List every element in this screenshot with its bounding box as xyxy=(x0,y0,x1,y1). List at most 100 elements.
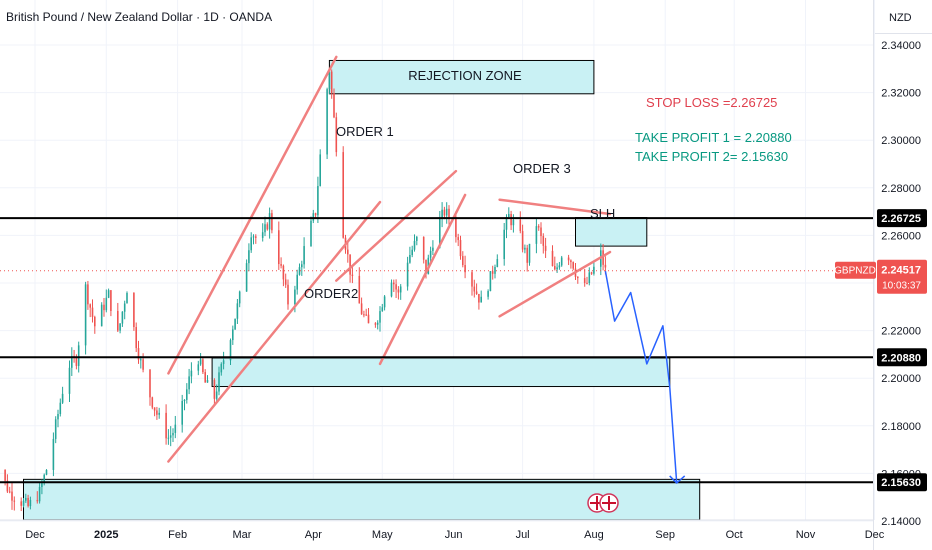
y-tick-label: 2.20000 xyxy=(881,373,921,385)
candle-body xyxy=(567,257,570,261)
candle-body xyxy=(510,213,512,226)
candle-body xyxy=(489,271,492,292)
candle-body xyxy=(25,498,27,501)
candle-body xyxy=(583,278,586,283)
candle-body xyxy=(43,474,45,484)
candle-body xyxy=(590,272,593,274)
currency-label[interactable]: NZD xyxy=(889,12,912,24)
candle-body xyxy=(505,217,508,230)
candle-body xyxy=(27,498,29,507)
candle-body xyxy=(54,419,57,439)
candle-body xyxy=(429,250,432,258)
candle-body xyxy=(197,364,200,371)
candle-body xyxy=(363,314,365,316)
candle-body xyxy=(330,71,333,94)
candle-body xyxy=(75,357,78,366)
candle-body xyxy=(59,402,62,414)
candle-body xyxy=(540,227,542,237)
candle-body xyxy=(20,501,22,506)
candle-body xyxy=(149,369,151,398)
candle-body xyxy=(278,230,280,265)
candle-body xyxy=(312,213,315,221)
x-tick-label: May xyxy=(372,529,393,541)
candle-body xyxy=(342,152,344,238)
projection-path xyxy=(604,270,678,483)
candle-body xyxy=(503,229,505,260)
x-tick-label: Jul xyxy=(516,529,530,541)
candle-body xyxy=(11,491,13,501)
candle-body xyxy=(462,256,464,266)
candle-body xyxy=(544,245,547,251)
candle-body xyxy=(464,265,466,273)
candle-body xyxy=(167,437,170,439)
candle-body xyxy=(367,314,370,324)
candle-body xyxy=(282,265,285,280)
candle-body xyxy=(135,327,137,349)
candle-body xyxy=(572,262,574,269)
candle-body xyxy=(103,304,105,311)
candle-body xyxy=(172,432,174,436)
trendline xyxy=(378,193,467,366)
candle-body xyxy=(310,220,312,247)
candle-body xyxy=(105,297,108,311)
price-axis-header-separator xyxy=(873,33,932,34)
candle-body xyxy=(413,240,416,250)
candle-body xyxy=(71,356,73,368)
candle-body xyxy=(411,249,413,256)
candle-body xyxy=(87,284,89,305)
candle-body xyxy=(314,213,317,216)
rejection-zone-label: REJECTION ZONE xyxy=(408,68,522,83)
candle-body xyxy=(222,360,225,364)
candle-body xyxy=(52,438,55,470)
candle-body xyxy=(280,264,282,266)
candle-body xyxy=(487,291,489,297)
candle-body xyxy=(409,255,411,263)
tp2-zone xyxy=(23,478,701,521)
candle-body xyxy=(165,412,167,439)
candle-body xyxy=(264,224,266,233)
candle-body xyxy=(117,310,119,331)
candle-body xyxy=(186,389,188,400)
candle-body xyxy=(349,254,351,275)
candle-body xyxy=(4,469,6,481)
candle-body xyxy=(140,359,142,361)
tp1-zone xyxy=(211,357,671,388)
candle-body xyxy=(298,267,301,275)
candle-body xyxy=(8,491,11,493)
stop-loss-label: STOP LOSS =2.26725 xyxy=(646,95,777,110)
candle-body xyxy=(381,307,384,312)
candle-body xyxy=(554,266,556,270)
take-profit-2-label: TAKE PROFIT 2= 2.15630 xyxy=(635,149,788,164)
candle-body xyxy=(142,359,144,370)
candle-body xyxy=(236,303,239,319)
candle-body xyxy=(133,292,135,328)
slh-zone xyxy=(575,217,648,247)
x-tick-label: 2025 xyxy=(94,529,118,541)
candle-body xyxy=(287,284,289,305)
trendline xyxy=(498,250,612,318)
candle-body xyxy=(376,322,379,325)
y-tick-label: 2.14000 xyxy=(881,516,921,528)
candle-body xyxy=(303,246,305,265)
candle-body xyxy=(6,480,9,492)
candle-body xyxy=(478,293,480,303)
candle-body xyxy=(558,265,561,268)
candle-body xyxy=(84,284,87,346)
last-price-value: 2.24517 xyxy=(881,265,921,277)
symbol-tag xyxy=(835,261,876,279)
x-tick-label: Feb xyxy=(168,529,187,541)
candle-body xyxy=(121,311,124,324)
candle-body xyxy=(250,237,252,251)
candle-body xyxy=(123,303,126,312)
candle-body xyxy=(397,289,400,293)
candle-body xyxy=(556,267,558,270)
candle-body xyxy=(199,359,202,365)
candle-body xyxy=(333,93,335,118)
x-tick-label: Apr xyxy=(305,529,322,541)
candle-body xyxy=(570,260,572,263)
candle-body xyxy=(57,413,59,420)
y-tick-label: 2.32000 xyxy=(881,88,921,100)
candle-body xyxy=(494,267,496,274)
price-level-badge-text: 2.15630 xyxy=(881,477,921,489)
